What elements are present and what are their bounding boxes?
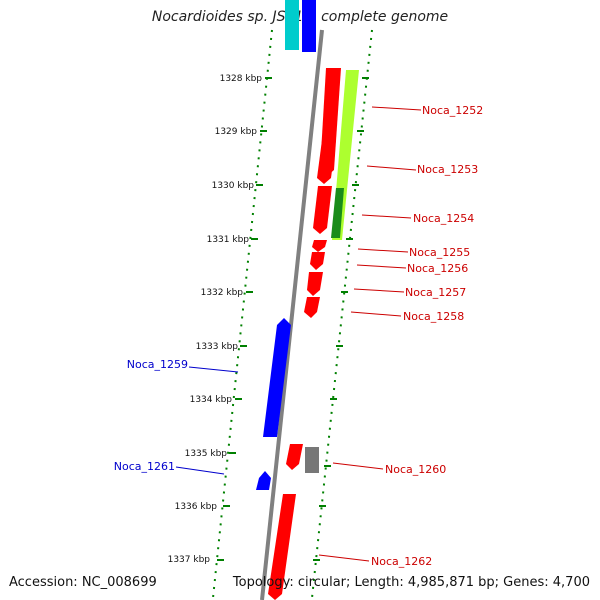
gene-label-noca-1252[interactable]: Noca_1252 [422, 104, 483, 117]
map-title: Nocardioides sp. JS614, complete genome [151, 9, 449, 25]
scale-label-1336: 1336 kbp [175, 502, 218, 512]
gene-noca-1257-shape[interactable] [307, 272, 323, 296]
gene-noca-1255-shape[interactable] [312, 240, 327, 252]
left-ruler-line [212, 29, 273, 599]
gene-noca-1261-shape[interactable] [256, 471, 271, 490]
gene-noca-1253-shape[interactable] [317, 140, 336, 184]
label-leader-lines [175, 106, 422, 562]
gray-feature [305, 447, 319, 473]
gene-label-noca-1253[interactable]: Noca_1253 [417, 163, 478, 176]
gene-noca-1259-shape[interactable] [263, 318, 291, 437]
scale-label-1329: 1329 kbp [215, 127, 258, 137]
scale-label-1331: 1331 kbp [207, 235, 250, 245]
gene-noca-1262-shape[interactable] [268, 494, 296, 600]
gene-label-noca-1256[interactable]: Noca_1256 [407, 262, 468, 275]
blue-feature-top [302, 0, 316, 52]
scale-label-1335: 1335 kbp [185, 449, 228, 459]
gene-label-noca-1254[interactable]: Noca_1254 [413, 212, 474, 225]
scale-label-1333: 1333 kbp [196, 342, 239, 352]
gene-label-noca-1258[interactable]: Noca_1258 [403, 310, 464, 323]
dark-green-feature [331, 188, 344, 238]
right-ruler-line [311, 29, 373, 599]
gene-label-noca-1257[interactable]: Noca_1257 [405, 286, 466, 299]
accession-text: Accession: NC_008699 [9, 575, 157, 590]
gene-label-noca-1260[interactable]: Noca_1260 [385, 463, 446, 476]
gene-noca-1258-shape[interactable] [304, 297, 320, 318]
scale-label-1334: 1334 kbp [190, 395, 233, 405]
scale-label-1328: 1328 kbp [220, 74, 263, 84]
gene-noca-1256-shape[interactable] [310, 252, 325, 270]
scale-label-1330: 1330 kbp [212, 181, 255, 191]
gene-noca-1254-shape[interactable] [313, 186, 332, 234]
left-ruler-ticks [217, 77, 272, 561]
right-ruler-ticks [313, 77, 369, 561]
gene-label-noca-1261[interactable]: Noca_1261 [114, 460, 175, 473]
scale-label-1337: 1337 kbp [168, 555, 211, 565]
gene-noca-1260-shape[interactable] [286, 444, 303, 470]
genome-backbone [260, 29, 324, 600]
gene-label-noca-1259[interactable]: Noca_1259 [127, 358, 188, 371]
cyan-feature-top [285, 0, 299, 50]
gene-label-noca-1262[interactable]: Noca_1262 [371, 555, 432, 568]
genome-summary-text: Topology: circular; Length: 4,985,871 bp… [232, 575, 590, 590]
gene-label-noca-1255[interactable]: Noca_1255 [409, 246, 470, 259]
scale-label-1332: 1332 kbp [201, 288, 244, 298]
